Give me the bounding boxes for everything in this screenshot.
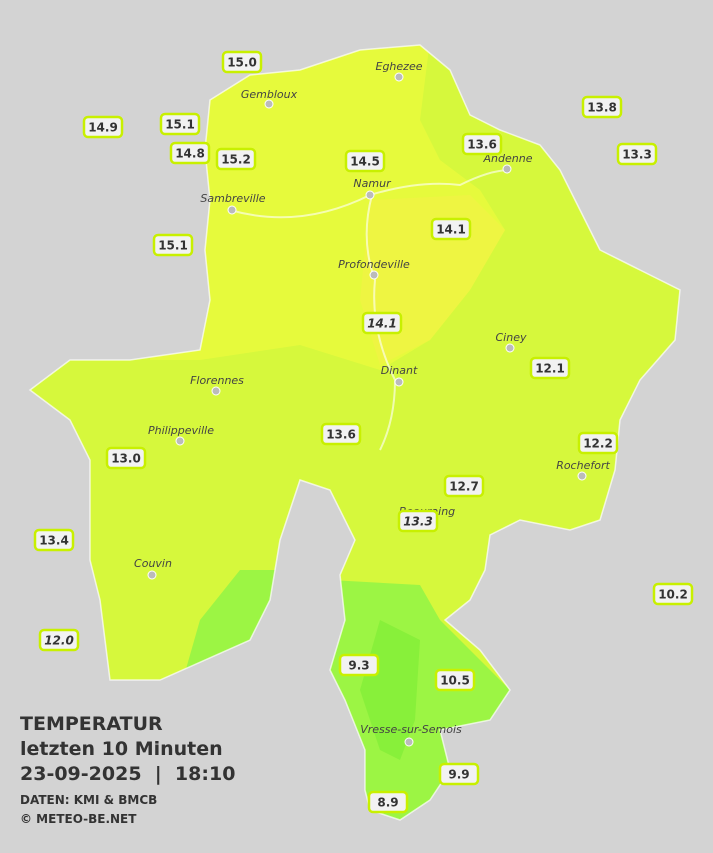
station-temperature: 12.2 bbox=[583, 437, 613, 451]
station-box bbox=[159, 112, 201, 136]
station-temperature: 12.1 bbox=[535, 362, 565, 376]
city-dot bbox=[147, 570, 157, 580]
city-name: Eghezee bbox=[376, 60, 423, 73]
station-temperature: 10.5 bbox=[440, 674, 470, 688]
station-temperature: 13.8 bbox=[587, 101, 617, 115]
station-temperature: 13.3 bbox=[403, 515, 433, 529]
legend: TEMPERATUR letzten 10 Minuten 23-09-2025… bbox=[20, 713, 235, 826]
city-dot bbox=[404, 737, 414, 747]
station-box bbox=[529, 356, 571, 380]
city-dot bbox=[365, 190, 375, 200]
station-temperature: 15.1 bbox=[158, 239, 188, 253]
city-dot bbox=[394, 377, 404, 387]
station-box bbox=[430, 217, 472, 241]
station-box bbox=[652, 582, 694, 606]
station-box bbox=[397, 509, 439, 533]
city-dot bbox=[175, 436, 185, 446]
station-temperature: 15.1 bbox=[165, 118, 195, 132]
station-box bbox=[443, 474, 485, 498]
station-labels: 15.0 15.1 14.9 14.8 15.2 14.5 13.6 13.8 13.3 14.1… bbox=[33, 50, 694, 814]
station-temperature: 14.9 bbox=[88, 121, 118, 135]
station-temperature: 12.7 bbox=[449, 480, 479, 494]
city-dot bbox=[211, 386, 221, 396]
city-dot bbox=[502, 164, 512, 174]
city-name: Profondeville bbox=[338, 258, 410, 271]
station-box bbox=[434, 668, 476, 692]
station-temperature: 14.1 bbox=[436, 223, 466, 237]
station-box bbox=[461, 132, 503, 156]
city-name: Ciney bbox=[496, 331, 527, 344]
city-name: Vresse-sur-Semois bbox=[360, 723, 462, 736]
city-dot bbox=[577, 471, 587, 481]
station-box bbox=[438, 762, 480, 786]
station-box bbox=[169, 141, 211, 165]
city-dot bbox=[394, 72, 404, 82]
legend-datetime: 23-09-2025 | 18:10 bbox=[20, 763, 235, 785]
city-dot bbox=[264, 99, 274, 109]
station-box bbox=[152, 233, 194, 257]
station-box bbox=[215, 147, 257, 171]
station-temperature: 15.2 bbox=[221, 153, 251, 167]
station-box bbox=[581, 95, 623, 119]
city-name: Philippeville bbox=[148, 424, 214, 437]
city-name: Rochefort bbox=[556, 459, 610, 472]
station-box bbox=[367, 790, 409, 814]
station-temperature: 13.3 bbox=[622, 148, 652, 162]
legend-source: DATEN: KMI & BMCB bbox=[20, 793, 157, 807]
city-name: Florennes bbox=[190, 374, 244, 387]
station-temperature: 15.0 bbox=[227, 56, 257, 70]
city-name: Gembloux bbox=[241, 88, 298, 101]
city-name: Couvin bbox=[134, 557, 172, 570]
station-box bbox=[105, 446, 147, 470]
legend-subtitle: letzten 10 Minuten bbox=[20, 738, 223, 760]
station-temperature: 13.0 bbox=[111, 452, 141, 466]
station-box bbox=[82, 115, 124, 139]
station-box bbox=[361, 311, 403, 335]
station-temperature: 13.6 bbox=[467, 138, 497, 152]
legend-copyright: © METEO-BE.NET bbox=[20, 812, 137, 826]
station-temperature: 13.6 bbox=[326, 428, 356, 442]
station-temperature: 14.8 bbox=[175, 147, 205, 161]
legend-title: TEMPERATUR bbox=[20, 713, 163, 735]
station-box bbox=[344, 149, 386, 173]
station-temperature: 12.0 bbox=[44, 634, 74, 648]
station-box bbox=[38, 628, 80, 652]
city-name: Namur bbox=[353, 177, 392, 190]
station-box bbox=[338, 653, 380, 677]
city-name: Sambreville bbox=[200, 192, 265, 205]
station-temperature: 10.2 bbox=[658, 588, 688, 602]
station-temperature: 9.9 bbox=[448, 768, 469, 782]
station-temperature: 13.4 bbox=[39, 534, 69, 548]
station-temperature: 8.9 bbox=[377, 796, 398, 810]
station-box bbox=[221, 50, 263, 74]
station-temperature: 14.5 bbox=[350, 155, 380, 169]
station-temperature: 14.1 bbox=[367, 317, 397, 331]
station-box bbox=[616, 142, 658, 166]
station-box bbox=[577, 431, 619, 455]
city-dot bbox=[369, 270, 379, 280]
city-dot bbox=[505, 343, 515, 353]
station-temperature: 9.3 bbox=[348, 659, 369, 673]
station-box bbox=[320, 422, 362, 446]
city-dot bbox=[227, 205, 237, 215]
station-box bbox=[33, 528, 75, 552]
city-name: Dinant bbox=[381, 364, 418, 377]
